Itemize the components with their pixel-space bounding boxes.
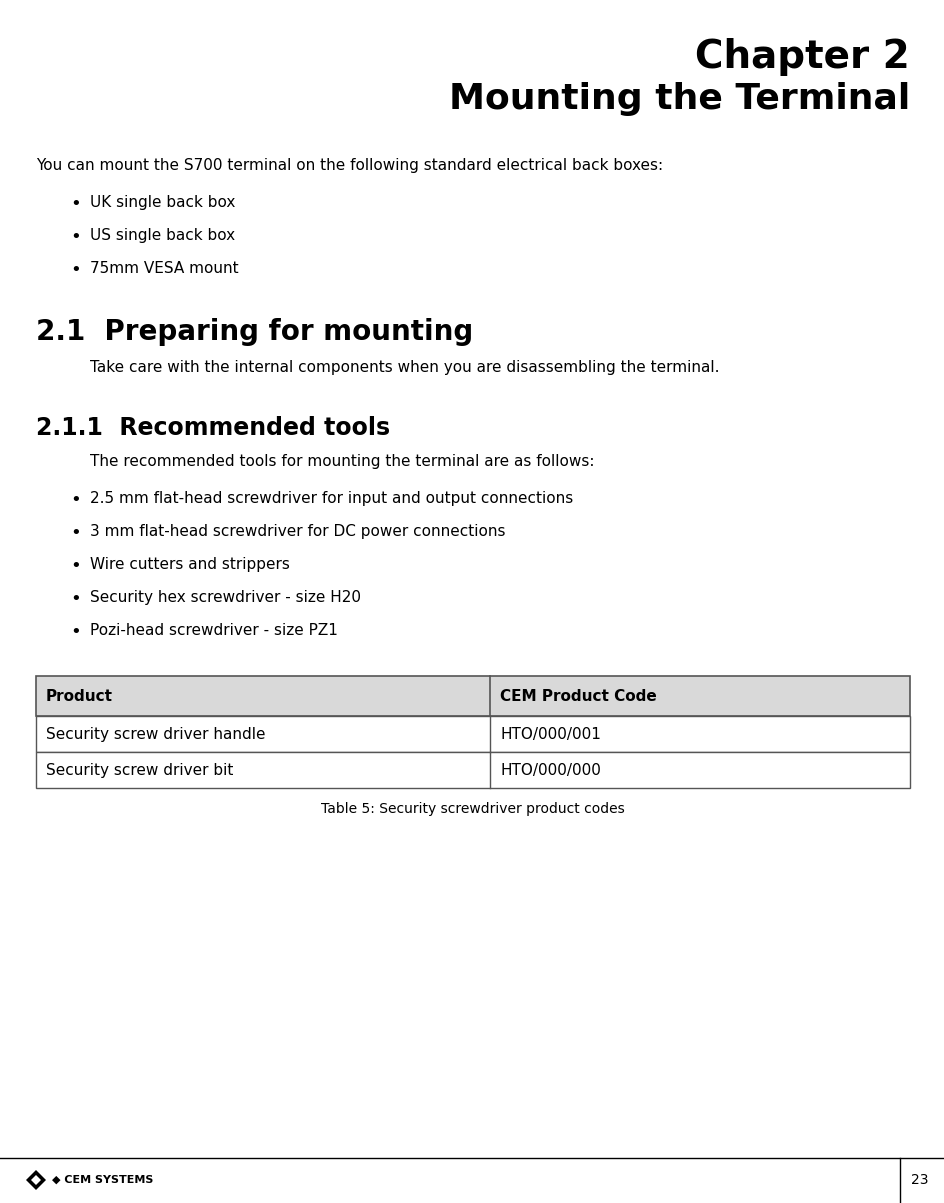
Text: ◆ CEM SYSTEMS: ◆ CEM SYSTEMS bbox=[52, 1175, 153, 1185]
Text: •: • bbox=[70, 261, 81, 279]
Text: 2.5 mm flat-head screwdriver for input and output connections: 2.5 mm flat-head screwdriver for input a… bbox=[90, 491, 573, 506]
Text: Take care with the internal components when you are disassembling the terminal.: Take care with the internal components w… bbox=[90, 360, 719, 375]
Text: 3 mm flat-head screwdriver for DC power connections: 3 mm flat-head screwdriver for DC power … bbox=[90, 525, 505, 539]
Text: The recommended tools for mounting the terminal are as follows:: The recommended tools for mounting the t… bbox=[90, 454, 595, 469]
Text: HTO/000/001: HTO/000/001 bbox=[500, 727, 601, 741]
Polygon shape bbox=[26, 1171, 46, 1190]
Text: US single back box: US single back box bbox=[90, 229, 235, 243]
Text: You can mount the S700 terminal on the following standard electrical back boxes:: You can mount the S700 terminal on the f… bbox=[36, 158, 663, 173]
Text: Pozi-head screwdriver - size PZ1: Pozi-head screwdriver - size PZ1 bbox=[90, 623, 338, 638]
Text: •: • bbox=[70, 491, 81, 509]
Text: 2.1  Preparing for mounting: 2.1 Preparing for mounting bbox=[36, 318, 473, 346]
Text: Wire cutters and strippers: Wire cutters and strippers bbox=[90, 557, 290, 571]
Polygon shape bbox=[31, 1175, 41, 1185]
Text: 2.1.1  Recommended tools: 2.1.1 Recommended tools bbox=[36, 416, 390, 440]
Text: Security screw driver handle: Security screw driver handle bbox=[46, 727, 265, 741]
Text: Product: Product bbox=[46, 688, 113, 704]
Text: Security screw driver bit: Security screw driver bit bbox=[46, 763, 233, 777]
Bar bbox=[36, 676, 910, 716]
Text: 75mm VESA mount: 75mm VESA mount bbox=[90, 261, 239, 275]
Text: Mounting the Terminal: Mounting the Terminal bbox=[448, 82, 910, 115]
Text: •: • bbox=[70, 623, 81, 641]
Text: •: • bbox=[70, 589, 81, 608]
Text: HTO/000/000: HTO/000/000 bbox=[500, 763, 601, 777]
Text: UK single back box: UK single back box bbox=[90, 195, 235, 211]
Text: •: • bbox=[70, 557, 81, 575]
Text: Security hex screwdriver - size H20: Security hex screwdriver - size H20 bbox=[90, 589, 361, 605]
Text: CEM Product Code: CEM Product Code bbox=[500, 688, 657, 704]
Bar bbox=[36, 716, 910, 752]
Text: Chapter 2: Chapter 2 bbox=[695, 38, 910, 76]
Text: Table 5: Security screwdriver product codes: Table 5: Security screwdriver product co… bbox=[321, 802, 625, 816]
Text: 23: 23 bbox=[911, 1173, 929, 1187]
Text: •: • bbox=[70, 229, 81, 245]
Bar bbox=[36, 752, 910, 788]
Text: •: • bbox=[70, 525, 81, 543]
Text: •: • bbox=[70, 195, 81, 213]
